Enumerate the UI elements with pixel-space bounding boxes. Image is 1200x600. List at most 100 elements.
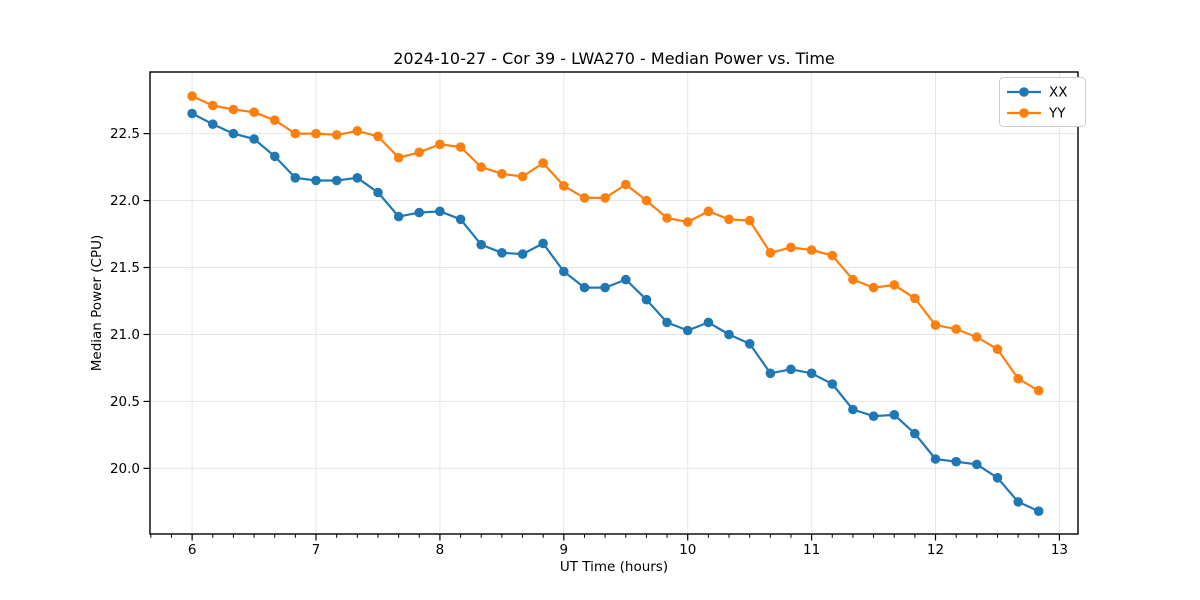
data-point xyxy=(476,162,487,172)
data-point xyxy=(724,214,734,225)
data-point xyxy=(600,282,610,293)
x-tick-label: 9 xyxy=(560,542,569,558)
grid-lines xyxy=(150,72,1078,534)
data-point xyxy=(1033,385,1044,396)
y-tick-label: 20.5 xyxy=(110,394,140,410)
data-point xyxy=(889,410,900,420)
y-tick-label: 20.0 xyxy=(110,461,140,477)
data-point xyxy=(703,206,714,217)
data-series xyxy=(187,91,1044,516)
data-point xyxy=(559,181,569,191)
data-point xyxy=(331,130,342,140)
y-tick-label: 22.5 xyxy=(110,126,140,142)
y-tick-label: 21.0 xyxy=(110,327,140,343)
data-point xyxy=(352,173,363,183)
legend-box xyxy=(999,77,1086,127)
data-point xyxy=(249,134,259,144)
data-point xyxy=(951,324,961,334)
data-point xyxy=(641,195,652,206)
data-point xyxy=(187,108,197,119)
data-point xyxy=(208,119,218,129)
data-point xyxy=(187,91,197,101)
data-point xyxy=(497,248,507,258)
data-point xyxy=(662,317,672,328)
data-point xyxy=(373,131,383,142)
data-point xyxy=(621,179,631,190)
data-point xyxy=(270,151,280,162)
data-point xyxy=(827,250,838,261)
data-point xyxy=(972,332,982,342)
tick-labels: 6 7 8 9 10 11 12 13 20.0 20.5 21.0 21.5 22.0 22.5 xyxy=(110,126,1068,558)
data-point xyxy=(662,213,672,223)
data-point xyxy=(806,245,817,255)
series-XX-line xyxy=(191,112,1040,513)
plot-border xyxy=(149,71,1079,535)
data-point xyxy=(724,329,734,340)
data-point xyxy=(373,187,383,198)
x-tick-label: 12 xyxy=(927,542,944,558)
y-tick-label: 22.0 xyxy=(110,193,140,209)
data-point xyxy=(827,379,838,389)
data-point xyxy=(786,364,796,375)
data-point xyxy=(786,242,796,253)
data-point xyxy=(311,128,321,139)
series-YY-points xyxy=(187,91,1044,396)
data-point xyxy=(455,214,466,225)
series-YY-line xyxy=(191,94,1040,392)
data-point xyxy=(744,215,755,226)
data-point xyxy=(579,282,590,293)
data-point xyxy=(910,293,920,304)
data-point xyxy=(393,152,404,163)
data-point xyxy=(290,173,301,183)
data-point xyxy=(208,100,218,111)
data-point xyxy=(311,175,321,186)
data-point xyxy=(331,175,342,186)
data-point xyxy=(765,248,776,258)
data-point xyxy=(393,211,404,222)
data-point xyxy=(703,317,714,328)
data-point xyxy=(930,320,941,330)
legend-swatch-marker xyxy=(1019,108,1029,118)
data-point xyxy=(538,158,548,168)
data-point xyxy=(1013,373,1023,384)
data-point xyxy=(765,368,776,379)
data-point xyxy=(910,428,920,439)
x-tick-label: 8 xyxy=(436,542,445,558)
legend-swatch-marker xyxy=(1019,87,1029,97)
legend-label-YY: YY xyxy=(1048,106,1066,122)
legend: XX YY xyxy=(999,77,1086,127)
data-point xyxy=(868,282,879,293)
axis-ticks xyxy=(143,133,1061,541)
data-point xyxy=(270,115,280,125)
data-point xyxy=(1033,506,1044,516)
data-point xyxy=(435,206,445,217)
axes-spines xyxy=(149,71,1079,535)
chart-title: 2024-10-27 - Cor 39 - LWA270 - Median Po… xyxy=(393,49,835,68)
x-axis-label: UT Time (hours) xyxy=(559,559,669,575)
data-point xyxy=(228,128,239,139)
data-point xyxy=(848,274,858,285)
data-point xyxy=(992,473,1003,483)
data-point xyxy=(476,239,487,250)
data-point xyxy=(290,128,301,139)
data-point xyxy=(559,266,569,277)
data-point xyxy=(621,274,631,285)
legend-label-XX: XX xyxy=(1049,85,1068,101)
data-point xyxy=(972,459,982,470)
data-point xyxy=(228,104,239,115)
data-point xyxy=(744,339,755,349)
data-point xyxy=(806,368,817,379)
data-point xyxy=(455,142,466,152)
data-point xyxy=(579,193,590,203)
data-point xyxy=(682,325,693,336)
series-XX-points xyxy=(187,108,1044,516)
data-point xyxy=(600,193,610,203)
data-point xyxy=(848,404,858,415)
x-tick-label: 6 xyxy=(188,542,197,558)
data-point xyxy=(517,171,528,182)
data-point xyxy=(414,207,425,218)
data-point xyxy=(951,456,961,467)
data-point xyxy=(352,126,363,136)
